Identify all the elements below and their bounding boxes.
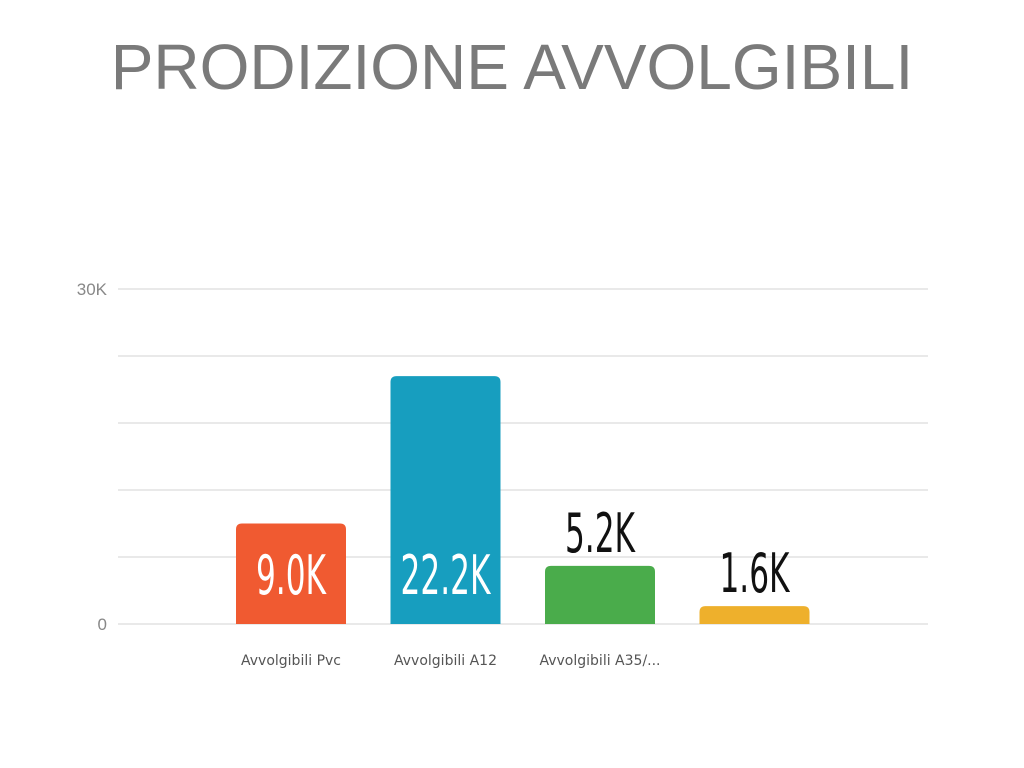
category-label: Avvolgibili Pvc xyxy=(241,653,341,669)
slide-title: PRODIZIONE AVVOLGIBILI xyxy=(110,31,914,103)
category-label: Avvolgibili A35/... xyxy=(539,653,660,669)
y-tick-label: 0 xyxy=(98,615,107,634)
category-label: Avvolgibili A12 xyxy=(394,653,497,669)
bar xyxy=(236,523,346,624)
data-label: 22.2K xyxy=(401,545,492,607)
data-label: 9.0K xyxy=(256,545,327,607)
data-label: 1.6K xyxy=(719,543,790,605)
bar xyxy=(390,376,501,624)
bar xyxy=(699,606,810,624)
bar xyxy=(545,565,655,624)
data-label: 5.2K xyxy=(565,503,636,565)
y-tick-label: 30K xyxy=(77,280,108,299)
